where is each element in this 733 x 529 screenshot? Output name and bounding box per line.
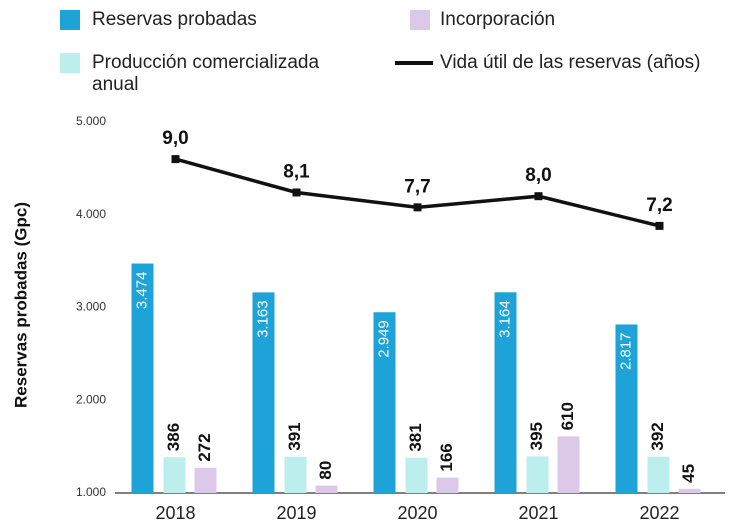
bar-label: 2.949 xyxy=(375,320,392,358)
y-tick-label: 5.000 xyxy=(76,114,106,128)
line-point xyxy=(292,188,301,197)
y-tick-label: 1.000 xyxy=(76,485,106,499)
y-axis-label: Reservas probadas (Gpc) xyxy=(11,202,30,408)
line-point xyxy=(655,221,664,230)
bar-label: 392 xyxy=(648,422,667,450)
legend-label: Vida útil de las reservas (años) xyxy=(440,52,701,73)
line-point xyxy=(413,203,422,212)
legend-label: Reservas probadas xyxy=(92,9,257,30)
line-label: 8,1 xyxy=(283,162,310,183)
bar-label: 272 xyxy=(195,433,214,461)
bar xyxy=(315,485,338,493)
x-tick-label: 2019 xyxy=(276,503,316,523)
bar xyxy=(526,456,549,493)
bar-label: 2.817 xyxy=(617,332,634,370)
bar xyxy=(373,312,396,493)
line-point xyxy=(534,192,543,201)
bar xyxy=(405,457,428,493)
line-label: 7,2 xyxy=(646,195,672,216)
bar-label: 381 xyxy=(406,423,425,451)
y-tick-label: 4.000 xyxy=(76,207,106,221)
bar-label: 391 xyxy=(285,422,304,450)
line-label: 9,0 xyxy=(162,128,188,149)
legend-label: Producción comercializada anual xyxy=(92,52,320,95)
bar-label: 395 xyxy=(527,422,546,450)
legend-swatch xyxy=(60,53,80,73)
legend-swatch xyxy=(60,10,80,30)
bar xyxy=(194,467,217,493)
line-label: 8,0 xyxy=(525,165,551,186)
y-tick-label: 3.000 xyxy=(76,300,106,314)
bar xyxy=(647,456,670,493)
legend-label: Incorporación xyxy=(440,9,556,30)
bar xyxy=(252,292,275,493)
x-tick-label: 2021 xyxy=(518,503,558,523)
legend-swatch xyxy=(410,10,430,30)
bar xyxy=(131,263,154,493)
bar xyxy=(494,292,517,493)
bar-label: 166 xyxy=(437,443,456,471)
bar xyxy=(436,477,459,493)
bar xyxy=(557,436,580,493)
bar xyxy=(615,324,638,493)
bar-label: 610 xyxy=(558,402,577,430)
bar-label: 45 xyxy=(679,464,698,483)
bar-label: 3.163 xyxy=(254,300,271,338)
x-tick-label: 2022 xyxy=(639,503,679,523)
line-label: 7,7 xyxy=(404,176,430,197)
bar-label: 80 xyxy=(316,461,335,480)
bar xyxy=(284,456,307,493)
bar xyxy=(678,488,701,493)
bar-label: 3.164 xyxy=(496,300,513,338)
bar xyxy=(163,457,186,493)
x-tick-label: 2020 xyxy=(397,503,437,523)
bar-label: 3.474 xyxy=(133,272,150,310)
line-point xyxy=(171,155,180,164)
bar-label: 386 xyxy=(164,423,183,451)
y-tick-label: 2.000 xyxy=(76,392,106,406)
x-tick-label: 2018 xyxy=(155,503,195,523)
legend-swatch xyxy=(395,61,433,65)
